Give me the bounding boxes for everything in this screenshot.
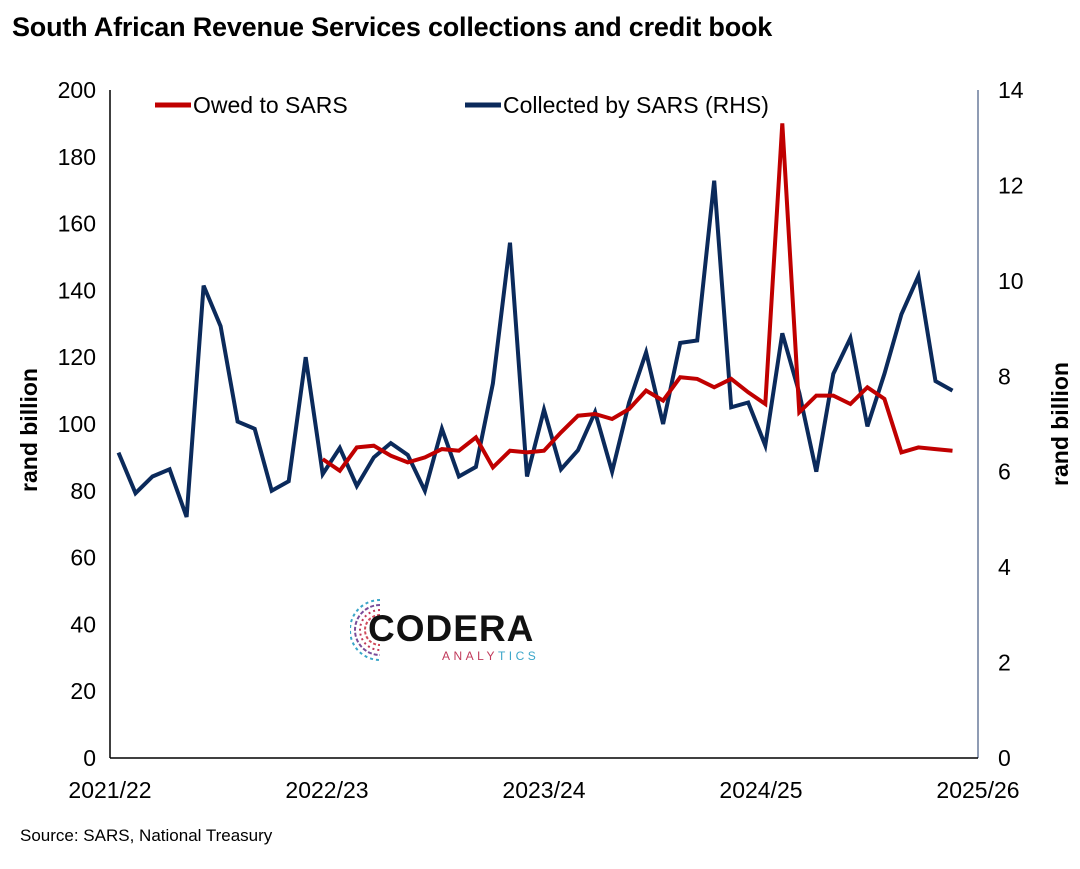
x-tick-label: 2021/22 <box>68 777 151 803</box>
y2-tick-label: 2 <box>998 650 1011 676</box>
y-tick-label: 140 <box>58 277 96 303</box>
y-tick-label: 40 <box>70 611 96 637</box>
y2-tick-label: 10 <box>998 268 1024 294</box>
x-tick-label: 2022/23 <box>285 777 368 803</box>
codera-logo: CODERA ANALYTICS <box>350 592 550 667</box>
codera-logo-mark-icon <box>350 599 381 661</box>
y2-tick-label: 6 <box>998 459 1011 485</box>
source-note: Source: SARS, National Treasury <box>20 826 273 845</box>
y2-tick-label: 8 <box>998 363 1011 389</box>
legend-label: Collected by SARS (RHS) <box>503 92 769 118</box>
chart-axes: 0 20 40 60 80 100 120 140 160 180 200 0 2 4 6 8 10 12 14 20… <box>16 77 1073 803</box>
chart-title: South African Revenue Services collectio… <box>12 12 773 42</box>
y-tick-label: 120 <box>58 344 96 370</box>
y2-tick-label: 0 <box>998 745 1011 771</box>
y2-tick-label: 4 <box>998 554 1011 580</box>
y-tick-label: 20 <box>70 678 96 704</box>
logo-subtitle: ANALYTICS <box>442 649 540 663</box>
y-tick-label: 160 <box>58 211 96 237</box>
y2-tick-label: 14 <box>998 77 1024 103</box>
y-tick-label: 180 <box>58 144 96 170</box>
owed-series-line <box>321 123 953 474</box>
y-axis-title: rand billion <box>16 368 42 492</box>
y-tick-label: 0 <box>83 745 96 771</box>
y2-tick-label: 12 <box>998 172 1024 198</box>
x-tick-label: 2024/25 <box>719 777 802 803</box>
y-tick-label: 60 <box>70 545 96 571</box>
y2-axis-title: rand billion <box>1047 362 1073 486</box>
x-tick-label: 2023/24 <box>502 777 585 803</box>
chart-legend: Owed to SARS Collected by SARS (RHS) <box>155 92 769 118</box>
y-tick-label: 80 <box>70 478 96 504</box>
collected-series-line <box>116 180 954 518</box>
y-tick-label: 100 <box>58 411 96 437</box>
y-tick-label: 200 <box>58 77 96 103</box>
chart-series <box>116 123 954 518</box>
x-tick-label: 2025/26 <box>936 777 1019 803</box>
logo-wordmark: CODERA <box>368 608 535 649</box>
legend-label: Owed to SARS <box>193 92 348 118</box>
